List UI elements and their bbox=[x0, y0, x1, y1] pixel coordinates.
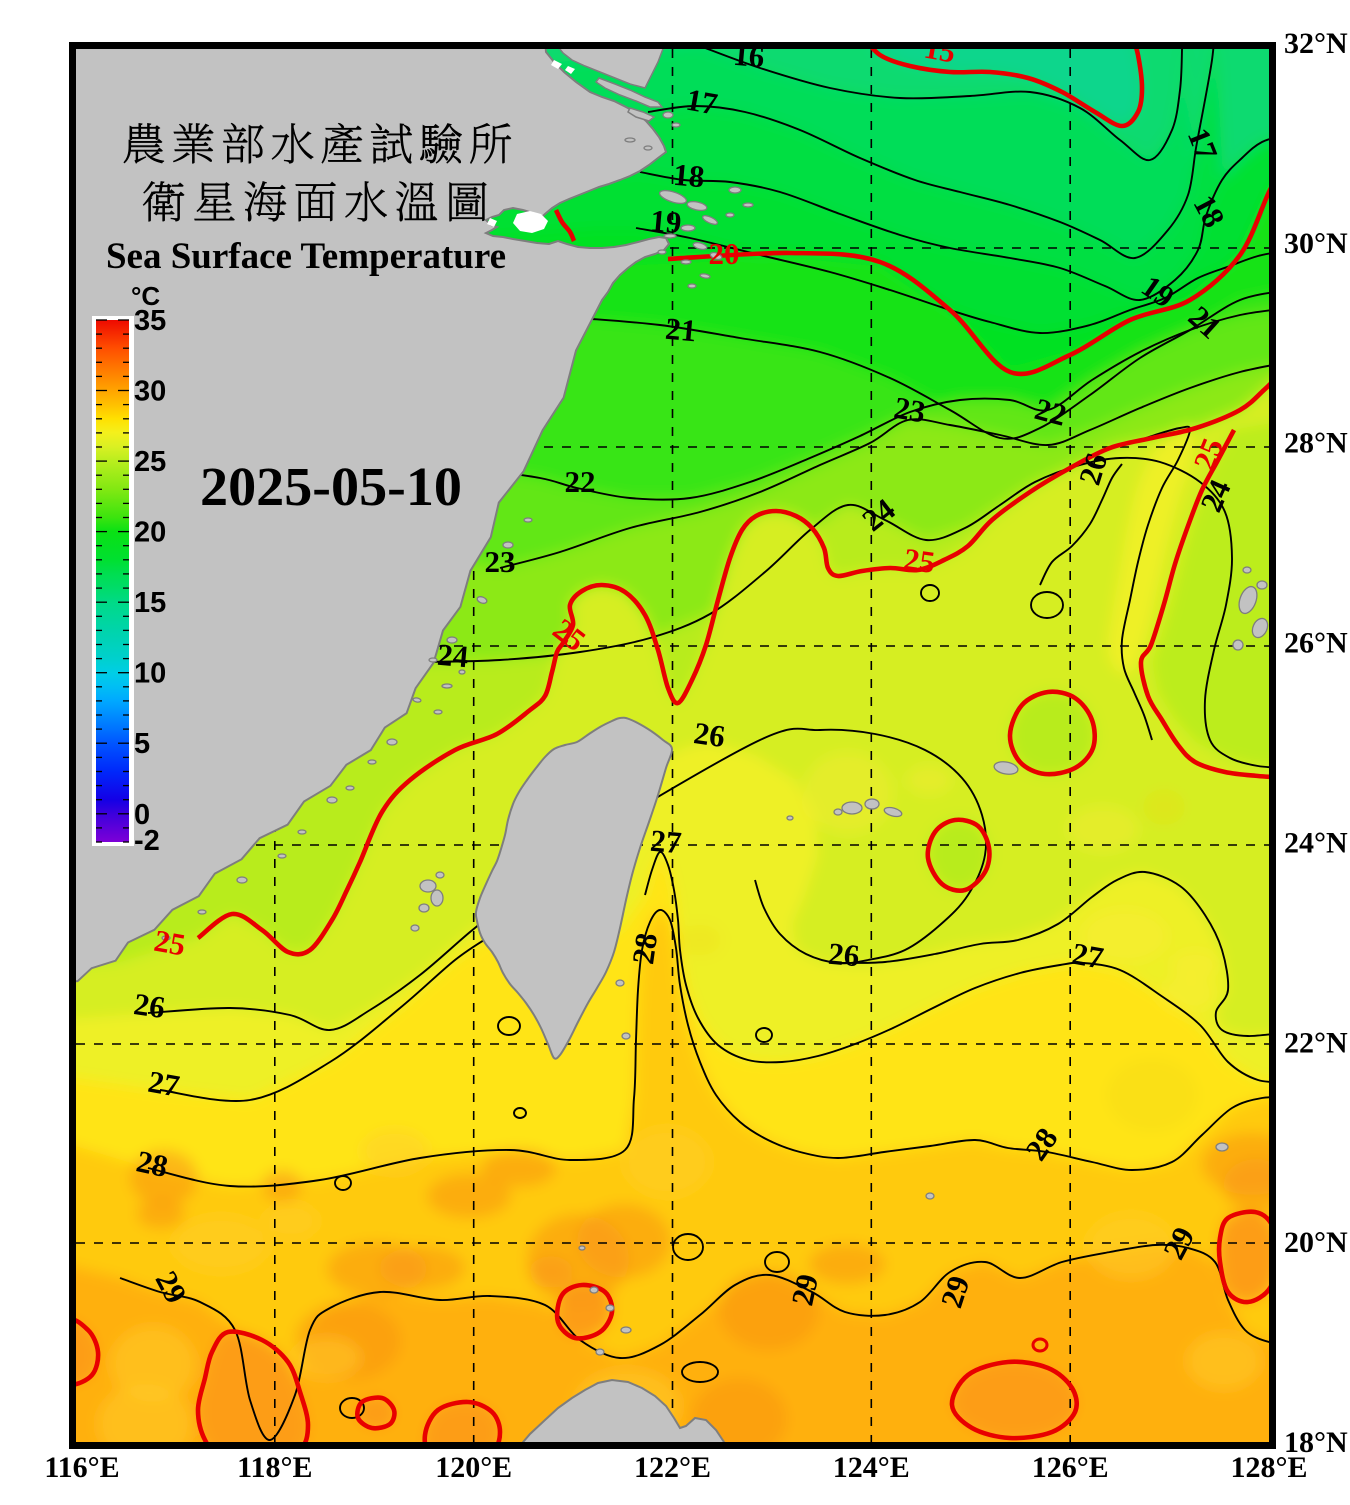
svg-text:-2: -2 bbox=[134, 825, 160, 857]
svg-text:116°E: 116°E bbox=[44, 1451, 119, 1484]
svg-text:28°N: 28°N bbox=[1284, 427, 1348, 460]
svg-text:29: 29 bbox=[784, 1271, 825, 1309]
svg-text:18°N: 18°N bbox=[1284, 1426, 1348, 1459]
svg-text:17: 17 bbox=[684, 82, 721, 122]
svg-text:20°N: 20°N bbox=[1284, 1226, 1348, 1259]
svg-text:2025-05-10: 2025-05-10 bbox=[200, 456, 462, 517]
svg-text:32°N: 32°N bbox=[1284, 27, 1348, 60]
svg-text:25: 25 bbox=[902, 541, 938, 580]
svg-text:30: 30 bbox=[134, 376, 166, 408]
svg-text:22°N: 22°N bbox=[1284, 1026, 1348, 1059]
svg-text:27: 27 bbox=[649, 823, 683, 861]
svg-text:24: 24 bbox=[436, 637, 470, 675]
svg-text:26: 26 bbox=[692, 715, 728, 754]
svg-text:26: 26 bbox=[132, 986, 168, 1025]
svg-text:23: 23 bbox=[892, 390, 929, 430]
svg-text:25: 25 bbox=[134, 446, 166, 478]
svg-text:126°E: 126°E bbox=[1032, 1451, 1109, 1484]
svg-text:30°N: 30°N bbox=[1284, 227, 1348, 260]
svg-text:15: 15 bbox=[922, 30, 959, 70]
svg-text:22: 22 bbox=[565, 464, 596, 499]
svg-text:27: 27 bbox=[146, 1064, 183, 1104]
svg-text:27: 27 bbox=[1070, 936, 1107, 976]
svg-text:35: 35 bbox=[134, 305, 166, 337]
svg-text:16: 16 bbox=[732, 37, 766, 75]
svg-text:20: 20 bbox=[134, 517, 166, 549]
svg-text:18: 18 bbox=[672, 157, 706, 195]
svg-text:24°N: 24°N bbox=[1284, 826, 1348, 859]
svg-text:124°E: 124°E bbox=[833, 1451, 910, 1484]
svg-text:26°N: 26°N bbox=[1284, 627, 1348, 660]
svg-text:25: 25 bbox=[152, 923, 189, 963]
svg-text:15: 15 bbox=[134, 587, 166, 619]
svg-text:Sea Surface Temperature: Sea Surface Temperature bbox=[106, 236, 506, 277]
svg-text:0: 0 bbox=[134, 799, 150, 831]
svg-text:5: 5 bbox=[134, 728, 150, 760]
svg-text:23: 23 bbox=[485, 544, 516, 579]
svg-text:128°E: 128°E bbox=[1230, 1451, 1307, 1484]
svg-text:118°E: 118°E bbox=[237, 1451, 312, 1484]
svg-text:28: 28 bbox=[625, 931, 664, 967]
svg-text:20: 20 bbox=[709, 236, 740, 271]
svg-text:122°E: 122°E bbox=[634, 1451, 711, 1484]
svg-text:19: 19 bbox=[649, 203, 683, 241]
svg-text:°C: °C bbox=[131, 281, 160, 311]
svg-text:21: 21 bbox=[664, 311, 698, 349]
svg-text:28: 28 bbox=[133, 1143, 171, 1184]
svg-text:26: 26 bbox=[827, 936, 861, 974]
svg-text:10: 10 bbox=[134, 658, 166, 690]
svg-text:120°E: 120°E bbox=[435, 1451, 512, 1484]
